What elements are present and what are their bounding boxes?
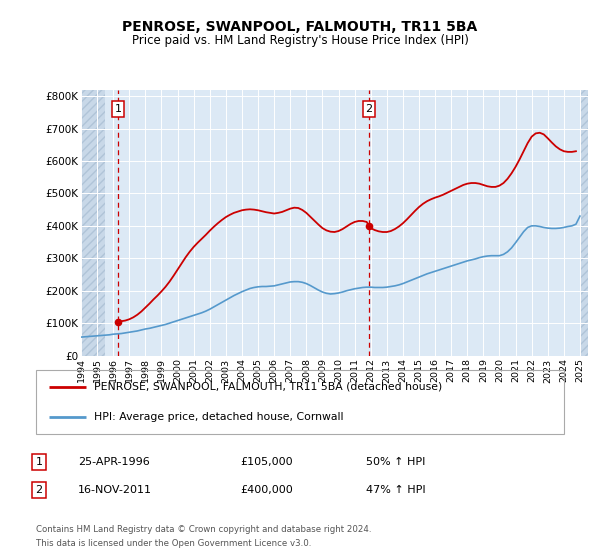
Text: 1: 1 xyxy=(115,104,122,114)
Text: 50% ↑ HPI: 50% ↑ HPI xyxy=(366,457,425,467)
Text: 47% ↑ HPI: 47% ↑ HPI xyxy=(366,485,425,495)
Bar xyxy=(81,90,105,356)
Text: 1: 1 xyxy=(35,457,43,467)
Text: Price paid vs. HM Land Registry's House Price Index (HPI): Price paid vs. HM Land Registry's House … xyxy=(131,34,469,46)
Text: 2: 2 xyxy=(35,485,43,495)
Text: PENROSE, SWANPOOL, FALMOUTH, TR11 5BA: PENROSE, SWANPOOL, FALMOUTH, TR11 5BA xyxy=(122,20,478,34)
Text: This data is licensed under the Open Government Licence v3.0.: This data is licensed under the Open Gov… xyxy=(36,539,311,548)
Bar xyxy=(580,90,588,356)
Text: Contains HM Land Registry data © Crown copyright and database right 2024.: Contains HM Land Registry data © Crown c… xyxy=(36,525,371,534)
Text: PENROSE, SWANPOOL, FALMOUTH, TR11 5BA (detached house): PENROSE, SWANPOOL, FALMOUTH, TR11 5BA (d… xyxy=(94,382,442,392)
Text: £105,000: £105,000 xyxy=(240,457,293,467)
Text: 16-NOV-2011: 16-NOV-2011 xyxy=(78,485,152,495)
Text: £400,000: £400,000 xyxy=(240,485,293,495)
Text: 25-APR-1996: 25-APR-1996 xyxy=(78,457,150,467)
Bar xyxy=(580,90,588,356)
Text: HPI: Average price, detached house, Cornwall: HPI: Average price, detached house, Corn… xyxy=(94,412,344,422)
Bar xyxy=(81,90,105,356)
Text: 2: 2 xyxy=(365,104,373,114)
